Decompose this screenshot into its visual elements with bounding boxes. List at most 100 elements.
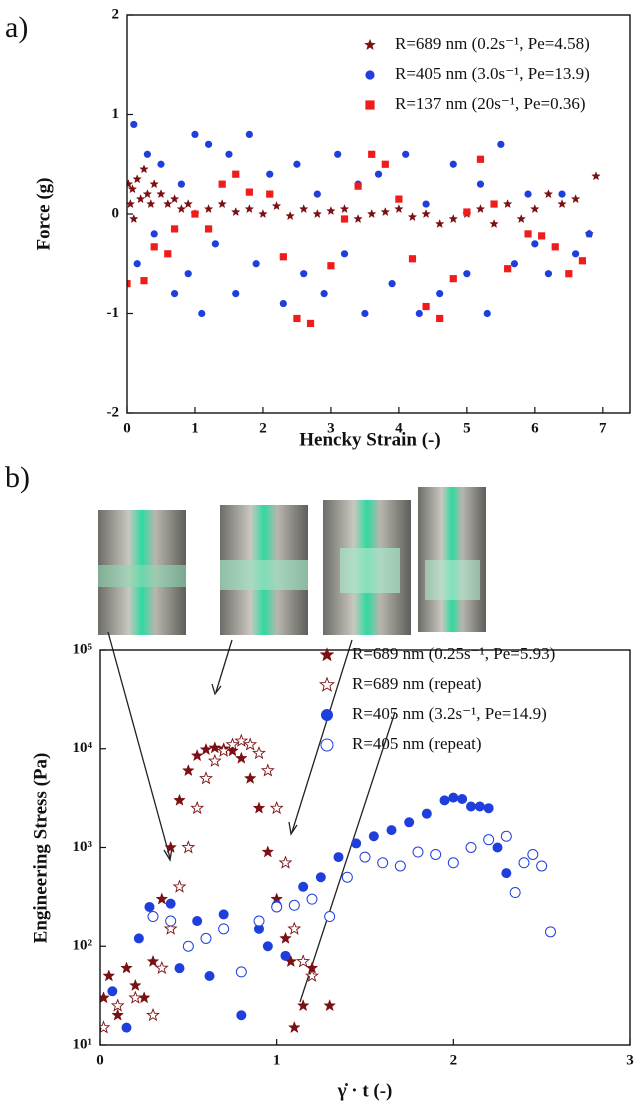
y-axis-title: Force (g) [33, 178, 54, 251]
circle-marker [333, 852, 344, 863]
star-marker [287, 921, 302, 935]
y-tick-label: 2 [112, 6, 120, 22]
arrow-head [211, 683, 222, 696]
circle-marker [133, 260, 141, 268]
circle-marker [204, 970, 215, 981]
circle-marker [447, 857, 459, 869]
star-marker [502, 198, 513, 209]
star-marker [557, 198, 567, 209]
star-marker [570, 194, 581, 204]
circle-marker [340, 250, 349, 258]
y-tick-label: 10² [73, 938, 93, 954]
circle-marker [544, 270, 553, 278]
star-marker [146, 198, 156, 209]
circle-marker [184, 270, 192, 278]
star-marker [394, 203, 404, 214]
circle-marker [483, 309, 491, 318]
legend-label: R=405 nm (repeat) [352, 734, 482, 753]
circle-marker [306, 893, 318, 905]
circle-marker [415, 309, 423, 318]
circle-marker [225, 150, 233, 158]
square-marker [476, 155, 485, 163]
star-marker [261, 845, 275, 858]
star-marker [217, 198, 227, 209]
legend-label: R=137 nm (20s⁻¹, Pe=0.36) [395, 94, 586, 113]
circle-marker [288, 899, 300, 911]
star-marker [127, 179, 134, 189]
star-marker [128, 978, 142, 991]
circle-marker [439, 795, 450, 806]
circle-marker [572, 250, 580, 258]
x-tick-label: 1 [191, 420, 199, 436]
y-tick-label: 1 [112, 106, 120, 122]
circle-marker [198, 309, 206, 318]
circle-marker [449, 160, 457, 168]
circle-marker [374, 170, 383, 178]
square-marker [327, 262, 335, 270]
circle-marker [351, 838, 362, 849]
star-marker [366, 209, 377, 219]
y-tick-label: -1 [107, 305, 120, 321]
y-tick-label: 10⁵ [73, 641, 93, 657]
star-marker [207, 753, 222, 767]
x-tick-label: 2 [259, 420, 267, 436]
circle-marker [236, 1010, 247, 1021]
star-marker [516, 213, 527, 224]
circle-marker [474, 801, 485, 812]
star-marker [146, 1008, 160, 1022]
star-marker [190, 748, 204, 762]
legend-label: R=405 nm (3.2s⁻¹, Pe=14.9) [352, 704, 547, 723]
star-marker [530, 203, 540, 214]
star-marker [208, 741, 222, 754]
star-marker [176, 203, 187, 214]
circle-marker [165, 898, 176, 909]
star-marker [285, 210, 295, 221]
circle-marker [245, 130, 253, 138]
star-marker [252, 801, 266, 814]
circle-marker [483, 803, 494, 814]
photo-neck [98, 565, 186, 587]
arrow [291, 639, 353, 833]
square-marker [204, 225, 213, 233]
circle-marker [500, 830, 512, 842]
y-tick-label: 10³ [73, 839, 93, 855]
circle-marker [121, 1022, 132, 1033]
x-tick-label: 5 [463, 420, 471, 436]
star-marker [298, 203, 309, 214]
star-marker [271, 200, 282, 211]
star-marker [111, 1008, 125, 1021]
star-marker [421, 208, 431, 219]
star-marker [230, 206, 241, 217]
circle-marker [165, 915, 177, 927]
star-marker [146, 954, 160, 967]
circle-marker [558, 190, 566, 198]
circle-marker [133, 933, 144, 944]
circle-marker [536, 860, 548, 872]
circle-marker [218, 923, 230, 935]
circle-marker [191, 130, 199, 138]
y-tick-label: 10¹ [73, 1036, 93, 1052]
x-tick-label: 0 [123, 420, 131, 436]
star-marker [216, 743, 231, 757]
circle-marker [394, 860, 406, 872]
square-marker [164, 250, 172, 258]
square-marker [150, 243, 158, 251]
star-marker [244, 203, 255, 214]
star-marker [154, 960, 169, 975]
circle-marker [218, 909, 229, 920]
star-marker [203, 203, 214, 214]
circle-marker [334, 150, 342, 158]
star-marker [323, 998, 337, 1012]
circle-marker [476, 180, 485, 188]
star-marker [181, 763, 195, 777]
y-tick-label: -2 [107, 404, 120, 420]
star-marker [181, 840, 196, 854]
star-marker [305, 968, 319, 982]
circle-marker [518, 857, 530, 869]
square-marker [504, 265, 512, 273]
star-marker [199, 742, 213, 756]
star-marker [172, 879, 187, 893]
circle-marker [524, 190, 532, 198]
circle-marker [232, 290, 240, 298]
